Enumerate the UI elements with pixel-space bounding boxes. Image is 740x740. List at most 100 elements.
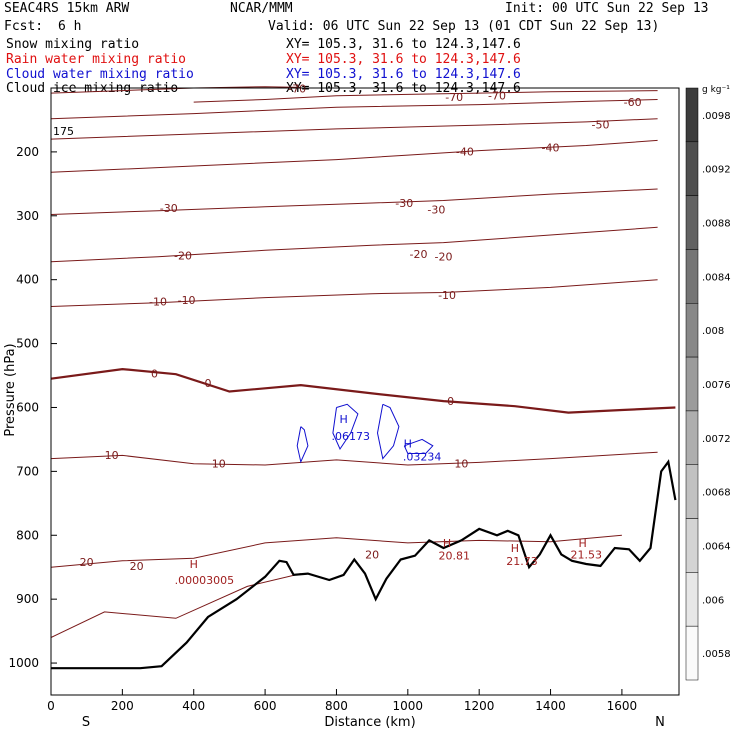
contour-label: -30 [395, 197, 413, 210]
contour-label: -10 [149, 295, 167, 308]
temperature-contour [50, 226, 658, 263]
colorbar-tick-label: .006 [702, 595, 724, 606]
contour-label: -30 [160, 202, 178, 215]
contour-label: 20 [365, 548, 379, 561]
y-top-label: 175 [53, 125, 74, 138]
colorbar-segment [685, 518, 699, 573]
y-tick-label: 200 [16, 145, 39, 159]
contour-label: -10 [178, 294, 196, 307]
extremum-label: H [190, 558, 198, 571]
cloud-water-contour [376, 403, 400, 460]
x-tick-label: 600 [254, 699, 277, 713]
x-axis-label: Distance (km) [324, 715, 415, 730]
contour-label: -70 [445, 91, 463, 104]
forecast-label: Fcst: [4, 19, 44, 34]
y-tick-label: 900 [16, 592, 39, 606]
y-tick-label: 300 [16, 209, 39, 223]
contour-label: -40 [456, 145, 474, 158]
colorbar-tick-label: .0058 [702, 649, 731, 660]
colorbar-segment [685, 141, 699, 196]
contour-label: 0 [151, 368, 158, 381]
forecast-hour: 6 h [58, 19, 82, 34]
temperature-contour [50, 573, 301, 638]
x-tick-label: 1000 [393, 699, 424, 713]
extremum-label: .03234 [403, 451, 442, 464]
colorbar-segment [685, 87, 699, 143]
y-tick-label: 800 [16, 528, 39, 542]
contour-label: 0 [447, 395, 454, 408]
y-tick-label: 1000 [8, 656, 39, 670]
contour-label: 10 [105, 449, 119, 462]
extremum-label: H [443, 537, 451, 550]
colorbar-segment [685, 195, 699, 250]
extremum-label: H [404, 437, 412, 450]
colorbar-tick-label: .0068 [702, 488, 731, 499]
colorbar-segment [685, 464, 699, 519]
y-tick-label: 400 [16, 273, 39, 287]
extremum-label: 21.53 [570, 548, 602, 561]
y-tick-label: 700 [16, 464, 39, 478]
x-tick-label: 1600 [607, 699, 638, 713]
colorbar-segment [685, 303, 699, 358]
extremum-label: H [511, 542, 519, 555]
init-time: Init: 00 UTC Sun 22 Sep 13 [505, 1, 709, 16]
extremum-label: H [579, 537, 587, 550]
contour-label: 10 [212, 458, 226, 471]
extremum-label: 20.81 [438, 550, 470, 563]
contour-label: -50 [592, 118, 610, 131]
contour-label: -70 [488, 90, 506, 103]
field-name-rain: Rain water mixing ratio [6, 52, 187, 67]
valid-time: Valid: 06 UTC Sun 22 Sep 13 (01 CDT Sun … [268, 19, 660, 34]
temperature-contour [50, 188, 658, 215]
extremum-label: 21.73 [506, 555, 538, 568]
model-title: SEAC4RS 15km ARW [4, 1, 130, 16]
colorbar-tick-label: .0084 [702, 272, 731, 283]
colorbar-tick-label: .0088 [702, 219, 731, 230]
contour-label: 0 [205, 377, 212, 390]
y-axis-label: Pressure (hPa) [3, 343, 18, 436]
cloud-water-contour [403, 438, 434, 454]
cloud-water-contour [332, 403, 359, 451]
contour-label: -70 [288, 83, 306, 96]
north-end-label: N [655, 715, 665, 730]
x-tick-label: 800 [325, 699, 348, 713]
colorbar-unit: g kg⁻¹ [702, 85, 730, 95]
y-tick-label: 600 [16, 400, 39, 414]
contour-label: -20 [410, 248, 428, 261]
extremum-label: H [339, 413, 347, 426]
colorbar-tick-label: .0064 [702, 541, 731, 552]
temperature-contour [50, 118, 658, 140]
colorbar-segment [685, 625, 699, 681]
field-xy-rain: XY= 105.3, 31.6 to 124.3,147.6 [286, 52, 521, 67]
field-name-cloud-water: Cloud water mixing ratio [6, 67, 194, 82]
contour-label: -20 [435, 251, 453, 264]
colorbar-tick-label: .0092 [702, 165, 731, 176]
temperature-contour [50, 99, 658, 120]
contour-label: -30 [427, 203, 445, 216]
y-tick-label: 500 [16, 337, 39, 351]
contour-label: 20 [130, 560, 144, 573]
colorbar-tick-label: .0098 [702, 111, 731, 122]
org-label: NCAR/MMM [230, 1, 293, 16]
temperature-contour [193, 90, 658, 103]
cloud-water-contour [296, 426, 309, 464]
field-xy-snow: XY= 105.3, 31.6 to 124.3,147.6 [286, 37, 521, 52]
contour-label: -10 [438, 289, 456, 302]
extremum-label: .00003005 [175, 574, 235, 587]
temperature-contour [50, 451, 658, 466]
south-end-label: S [82, 715, 90, 730]
extremum-label: .06173 [331, 430, 370, 443]
colorbar-segment [685, 356, 699, 412]
x-tick-label: 0 [47, 699, 55, 713]
contour-label: -20 [174, 249, 192, 262]
contour-label: -60 [624, 96, 642, 109]
plot-frame [50, 87, 680, 696]
x-tick-label: 200 [111, 699, 134, 713]
x-tick-label: 1200 [464, 699, 495, 713]
contour-label: 20 [80, 556, 94, 569]
colorbar-segment [685, 410, 699, 465]
x-tick-label: 400 [182, 699, 205, 713]
contour-label: 10 [454, 458, 468, 471]
temperature-contour [50, 279, 658, 307]
